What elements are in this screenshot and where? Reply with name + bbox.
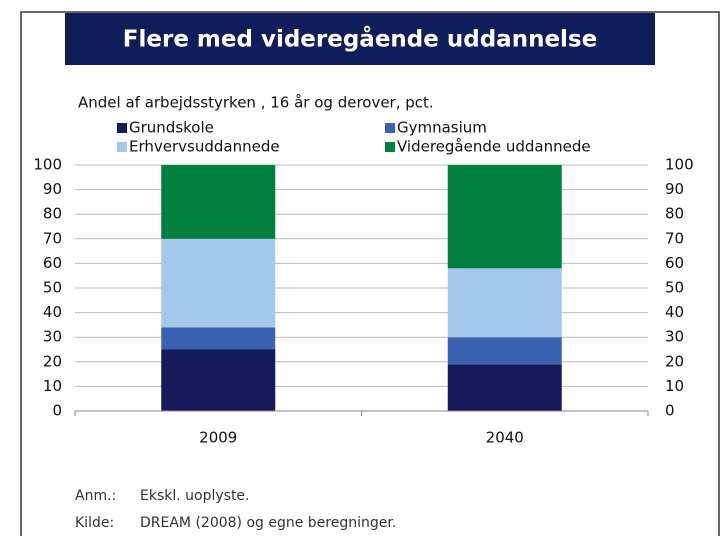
y2-tick-label: 100 xyxy=(665,156,694,174)
bar-segment xyxy=(161,238,276,328)
legend-swatch xyxy=(385,123,395,133)
y2-tick-label: 90 xyxy=(665,180,684,198)
chart-title: Flere med videregående uddannelse xyxy=(123,26,597,53)
bar-segment xyxy=(447,165,562,269)
y-tick-label: 10 xyxy=(43,377,62,395)
y2-tick-label: 10 xyxy=(665,377,684,395)
y2-tick-label: 70 xyxy=(665,229,684,247)
note-text: DREAM (2008) og egne beregninger. xyxy=(140,515,396,531)
y-tick-label: 100 xyxy=(33,156,62,174)
subtitle: Andel af arbejdsstyrken , 16 år og derov… xyxy=(78,94,434,112)
y-tick-label: 40 xyxy=(43,303,62,321)
note-label: Kilde: xyxy=(75,515,114,531)
y-tick-label: 60 xyxy=(43,254,62,272)
y2-tick-label: 50 xyxy=(665,279,684,297)
legend-label: Grundskole xyxy=(129,119,214,137)
y2-tick-label: 20 xyxy=(665,352,684,370)
frame xyxy=(20,11,720,536)
x-tick-label: 2009 xyxy=(199,429,237,447)
bar-segment xyxy=(447,337,562,365)
legend-swatch xyxy=(117,142,127,152)
title-box xyxy=(65,13,655,65)
y2-tick-label: 80 xyxy=(665,205,684,223)
bar-segment xyxy=(447,364,562,411)
legend-label: Gymnasium xyxy=(397,119,487,137)
y2-tick-label: 40 xyxy=(665,303,684,321)
note-label: Anm.: xyxy=(75,488,116,504)
legend-swatch xyxy=(385,142,395,152)
y-tick-label: 20 xyxy=(43,352,62,370)
legend-swatch xyxy=(117,123,127,133)
legend-label: Erhvervsuddannede xyxy=(129,138,280,156)
bar-segment xyxy=(161,327,276,350)
y-tick-label: 50 xyxy=(43,279,62,297)
bar-segment xyxy=(161,165,276,239)
y-tick-label: 80 xyxy=(43,205,62,223)
y2-tick-label: 30 xyxy=(665,328,684,346)
y-tick-label: 0 xyxy=(52,402,62,420)
y2-tick-label: 0 xyxy=(665,402,675,420)
bar-segment xyxy=(161,349,276,411)
x-tick-label: 2040 xyxy=(486,429,524,447)
y2-tick-label: 60 xyxy=(665,254,684,272)
legend-label: Videregående uddannede xyxy=(397,138,591,156)
note-text: Ekskl. uoplyste. xyxy=(140,488,250,504)
bar-segment xyxy=(447,268,562,338)
y-tick-label: 70 xyxy=(43,229,62,247)
y-tick-label: 30 xyxy=(43,328,62,346)
y-tick-label: 90 xyxy=(43,180,62,198)
